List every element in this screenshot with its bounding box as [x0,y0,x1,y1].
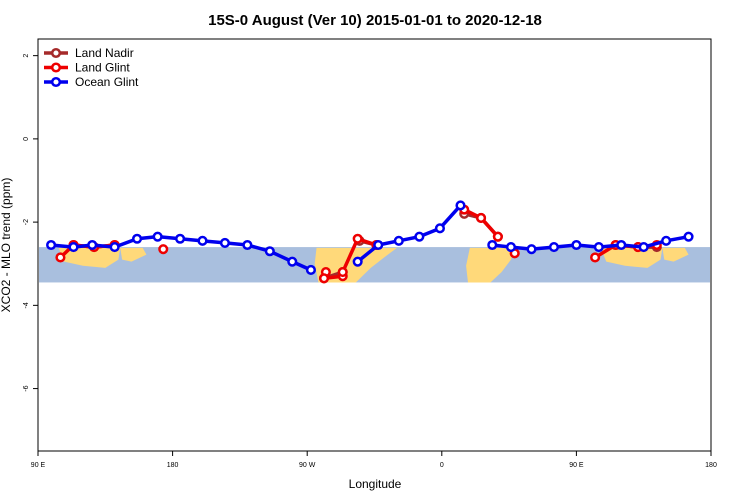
data-point-ocean-glint [571,239,582,251]
data-point-ocean-glint [109,242,120,253]
data-point-ocean-glint [414,231,425,242]
data-point-ocean-glint [305,264,316,276]
legend-marker-land-nadir [50,47,62,59]
y-axis-label: XCO2 - MLO trend (ppm) [0,178,13,313]
y-tick-label: 2 [23,54,30,58]
data-point-land-glint [55,252,66,263]
data-point-ocean-glint [152,231,163,242]
data-point-ocean-glint [505,242,517,253]
data-point-ocean-glint [46,239,57,251]
series-layer [46,200,694,284]
data-point-ocean-glint [526,244,537,255]
data-point-ocean-glint [548,242,560,253]
data-point-ocean-glint [373,239,384,251]
x-tick-label: 0 [440,462,444,469]
land-mass-australia-west-repeat [600,247,663,268]
land-mass-australia-east [120,247,147,262]
data-point-ocean-glint [219,237,230,248]
data-point-ocean-glint [616,239,627,251]
legend-marker-ocean-glint [50,76,62,88]
x-axis-label: Longitude [349,477,402,491]
data-point-ocean-glint [683,231,694,242]
land-mass-australia-east-repeat [662,247,689,262]
x-tick-label: 90 E [569,462,584,469]
x-axis: 90 E 180 90 W 0 90 E 180 [31,451,717,469]
y-tick-label: -6 [23,385,30,391]
y-axis: 2 0 -2 -4 -6 [23,54,38,392]
x-tick-label: 90 E [31,462,46,469]
x-tick-label: 90 W [299,462,316,469]
data-point-land-glint [318,273,330,284]
data-point-land-glint [476,212,487,223]
legend-label-ocean-glint: Ocean Glint [75,75,139,89]
data-point-ocean-glint [661,235,672,246]
data-point-land-glint [337,267,348,278]
data-point-ocean-glint [197,235,208,246]
data-point-ocean-glint [132,233,143,244]
series-ocean-glint [46,200,694,276]
y-tick-label: -2 [23,219,30,225]
legend-label-land-nadir: Land Nadir [75,46,134,60]
data-point-ocean-glint [242,239,253,251]
data-point-ocean-glint [455,200,466,211]
series-line-ocean-glint [492,234,689,251]
x-tick-label: 180 [167,462,179,469]
legend-marker-land-glint [50,62,62,73]
data-point-land-glint [492,231,503,242]
data-point-land-glint [158,244,169,255]
map-band [39,247,710,283]
y-tick-label: 0 [23,137,30,141]
data-point-ocean-glint [434,223,445,234]
data-point-ocean-glint [593,242,604,253]
data-point-land-glint [590,252,601,263]
legend-label-land-glint: Land Glint [75,61,130,75]
data-point-ocean-glint [175,233,186,244]
x-tick-label: 180 [705,462,717,469]
data-point-ocean-glint [287,256,298,267]
data-point-ocean-glint [264,246,275,257]
data-point-ocean-glint [352,256,363,267]
data-point-ocean-glint [68,242,79,253]
data-point-land-glint [352,233,363,244]
plot-frame [37,38,712,452]
data-point-ocean-glint [487,239,498,251]
data-point-ocean-glint [393,235,404,246]
chart-title: 15S-0 August (Ver 10) 2015-01-01 to 2020… [208,12,542,29]
data-point-ocean-glint [87,239,98,251]
y-tick-label: -4 [23,302,30,308]
land-mass-africa [466,247,515,283]
data-point-ocean-glint [638,242,649,253]
land-mass-australia-west [58,247,121,268]
